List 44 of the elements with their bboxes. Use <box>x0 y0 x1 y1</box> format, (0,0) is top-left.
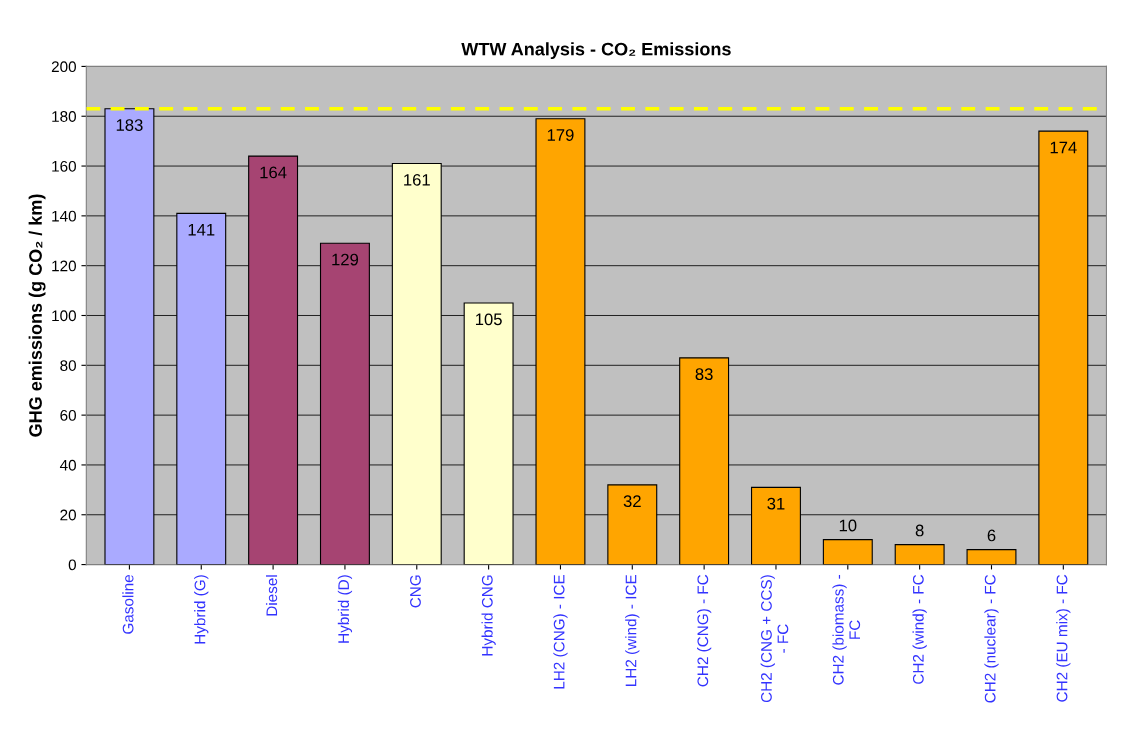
data-label: 31 <box>767 497 785 510</box>
data-label: 83 <box>695 368 713 381</box>
data-label: 32 <box>623 495 641 508</box>
x-tick-label: CH2 (wind) - FC <box>912 574 927 684</box>
x-tick-label: Diesel <box>265 575 278 616</box>
y-tick-label: 160 <box>52 160 76 172</box>
y-axis-title: GHG emissions (g CO₂ / km) <box>28 194 46 437</box>
x-tick-label: LH2 (CNG) - ICE <box>553 574 568 689</box>
x-tick-label: CNG <box>410 575 421 608</box>
data-label: 105 <box>475 313 502 326</box>
x-tick-label: CH2 (EU mix) - FC <box>1056 574 1071 702</box>
y-tick-label: 60 <box>60 409 76 421</box>
chart-title: WTW Analysis - CO₂ Emissions <box>461 42 731 60</box>
x-tick-label: LH2 (wind) - ICE <box>625 574 640 686</box>
y-tick-label: 0 <box>68 559 76 571</box>
data-label: 129 <box>332 253 359 266</box>
data-label: 161 <box>404 173 430 186</box>
x-tick-label: Gasoline <box>122 574 134 634</box>
x-tick-label: Hybrid CNG <box>481 575 496 656</box>
y-tick-label: 200 <box>51 61 76 73</box>
x-tick-label: Hybrid (G) <box>194 575 209 644</box>
y-tick-label: 140 <box>52 210 76 222</box>
x-tick-label: CH2 (biomass) - FC <box>832 574 861 685</box>
data-label: 6 <box>987 529 996 542</box>
data-label: 10 <box>839 519 857 532</box>
x-tick-label: Hybrid (D) <box>337 575 353 643</box>
x-tick-label: CH2 (CNG + CCS) - FC <box>760 575 789 703</box>
data-label: 174 <box>1050 141 1077 154</box>
x-tick-label: CH2 (CNG) - FC <box>697 574 712 687</box>
x-tick-label: CH2 (nuclear) - FC <box>984 574 999 703</box>
y-tick-label: 180 <box>52 111 76 122</box>
bar <box>822 539 873 565</box>
y-tick-label: 100 <box>52 310 76 322</box>
y-tick-label: 20 <box>60 509 76 521</box>
data-label: 8 <box>915 524 924 537</box>
data-label: 179 <box>547 129 574 141</box>
bar <box>894 544 945 565</box>
bar <box>966 549 1017 565</box>
y-tick-label: 40 <box>59 459 76 471</box>
data-label: 164 <box>260 166 287 179</box>
y-tick-label: 80 <box>60 360 76 371</box>
y-tick-label: 120 <box>52 260 76 272</box>
data-label: 183 <box>116 119 143 131</box>
data-label: 141 <box>188 223 215 236</box>
